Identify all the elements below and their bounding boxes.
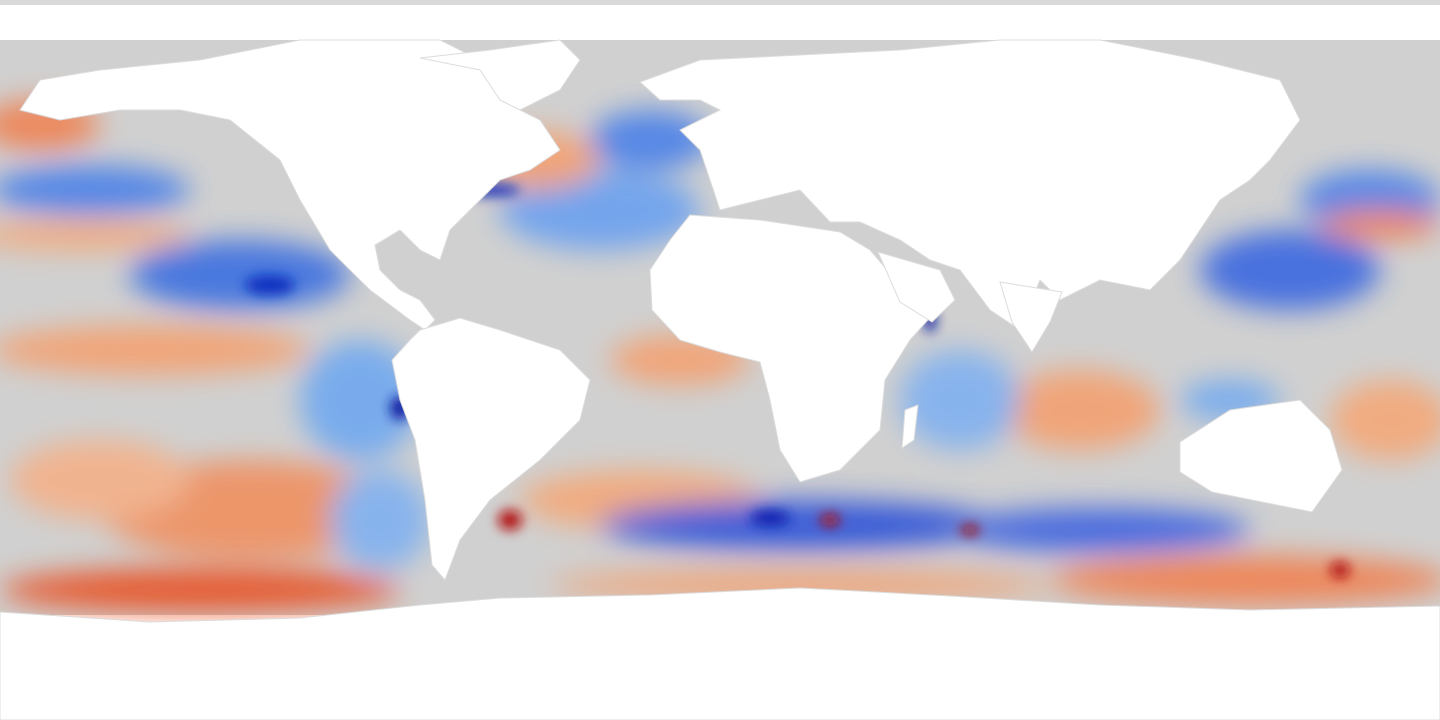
- land: [0, 39, 1440, 720]
- cold-anomaly: [950, 508, 1250, 552]
- cold-anomaly: [300, 340, 420, 460]
- warm-anomaly: [1330, 380, 1440, 460]
- top-strip: [0, 0, 1440, 5]
- warm-anomaly: [820, 514, 840, 526]
- antarctica: [0, 587, 1440, 720]
- australia: [1179, 399, 1343, 513]
- warm-anomaly: [498, 510, 522, 530]
- warm-anomaly: [1000, 370, 1160, 450]
- cold-anomaly: [500, 170, 700, 250]
- cold-anomaly: [750, 510, 790, 526]
- india: [999, 281, 1063, 353]
- cold-anomaly: [330, 470, 430, 570]
- cold-anomaly: [900, 350, 1020, 450]
- warm-anomaly: [960, 525, 980, 535]
- warm-anomaly: [0, 220, 190, 250]
- cold-anomaly: [1200, 230, 1380, 310]
- warm-anomaly: [10, 440, 190, 520]
- madagascar: [901, 404, 919, 449]
- warm-anomaly: [1330, 562, 1350, 578]
- warm-anomaly: [550, 570, 1050, 600]
- anomaly-field: [0, 100, 1440, 612]
- warm-anomaly: [1050, 555, 1440, 605]
- cold-anomaly: [0, 165, 190, 215]
- warm-anomaly: [0, 325, 310, 375]
- warm-anomaly: [1320, 210, 1440, 240]
- cold-anomaly: [590, 110, 710, 170]
- cold-anomaly: [130, 240, 350, 310]
- cold-anomaly: [600, 500, 1000, 550]
- cold-anomaly: [245, 275, 295, 295]
- arabia: [877, 251, 956, 323]
- south-america: [391, 317, 591, 581]
- africa: [649, 214, 936, 483]
- warm-anomaly: [0, 568, 400, 612]
- greenland: [419, 39, 581, 111]
